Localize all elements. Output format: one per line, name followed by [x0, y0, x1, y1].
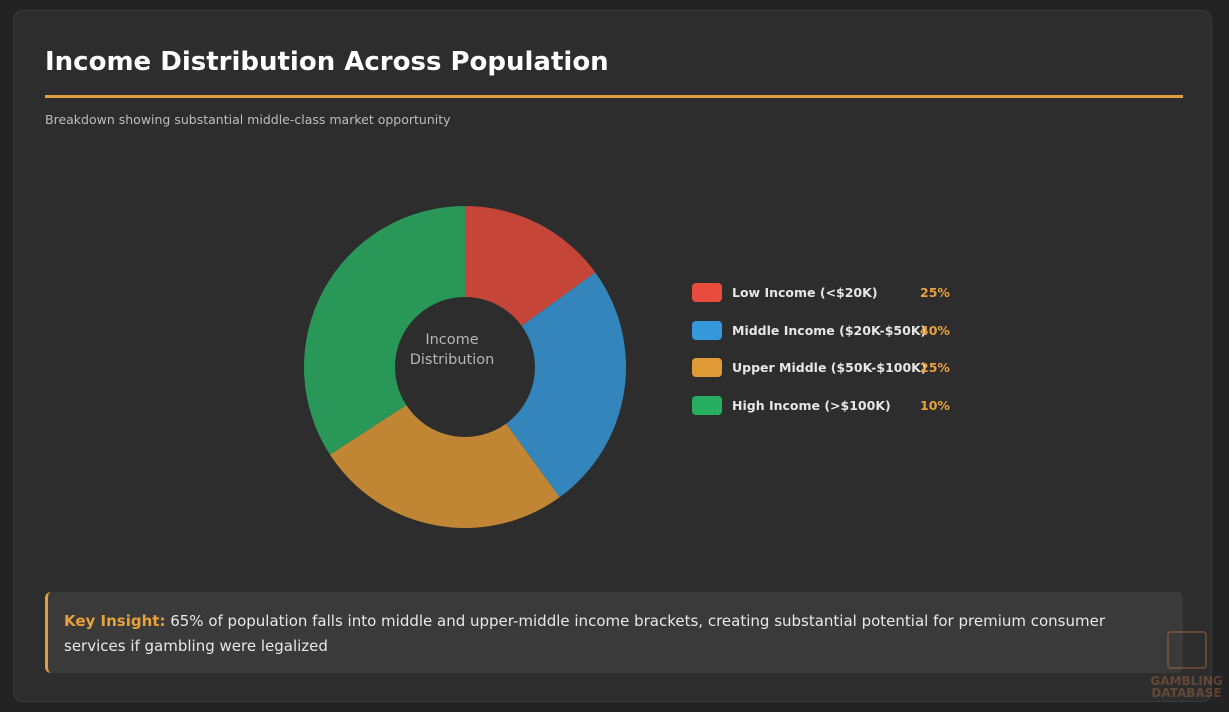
legend-swatch: [692, 283, 722, 302]
subtitle: Breakdown showing substantial middle-cla…: [45, 112, 451, 127]
legend-value: 10%: [920, 397, 950, 413]
key-insight-box: Key Insight: 65% of population falls int…: [45, 592, 1183, 673]
donut-slice-3: [304, 206, 465, 455]
legend-swatch: [692, 395, 722, 415]
legend-swatch: [692, 358, 722, 377]
legend-value: 25%: [920, 360, 950, 375]
legend-value: 40%: [920, 322, 950, 338]
legend-label: Upper Middle ($50K-$100K): [732, 360, 927, 375]
logo-icon: [1166, 631, 1207, 669]
title-divider: [45, 95, 1183, 98]
legend: Low Income (<$20K) 25% Middle Income ($20K…: [692, 283, 950, 433]
insight-text: 65% of population falls into middle and …: [64, 612, 1106, 655]
donut-center-label: Income Distribution: [382, 330, 522, 370]
insight-label: Key Insight:: [64, 612, 166, 630]
watermark-line-1: GAMBLING: [1150, 674, 1223, 688]
center-label-line-2: Distribution: [409, 352, 495, 368]
donut-chart: [304, 206, 626, 528]
donut-slice-2: [329, 405, 560, 528]
watermark-line-2: DATABASE: [1151, 686, 1222, 700]
legend-label: Low Income (<$20K): [732, 285, 878, 300]
legend-item: Low Income (<$20K) 25%: [692, 283, 950, 302]
chart-card: Income Distribution Across Population Br…: [13, 10, 1212, 702]
page-title: Income Distribution Across Population: [45, 47, 609, 77]
legend-swatch: [692, 320, 722, 340]
donut-slice-1: [506, 272, 626, 498]
center-label-line-1: Income: [425, 332, 479, 348]
watermark-logo: GAMBLING DATABASE: [1144, 627, 1229, 712]
legend-label: High Income (>$100K): [732, 397, 891, 413]
donut-slice-0: [465, 206, 596, 326]
legend-value: 25%: [920, 285, 950, 300]
legend-item: Middle Income ($20K-$50K) 40%: [692, 320, 950, 340]
legend-item: Upper Middle ($50K-$100K) 25%: [692, 358, 950, 377]
legend-item: High Income (>$100K) 10%: [692, 395, 950, 415]
legend-label: Middle Income ($20K-$50K): [732, 322, 927, 338]
